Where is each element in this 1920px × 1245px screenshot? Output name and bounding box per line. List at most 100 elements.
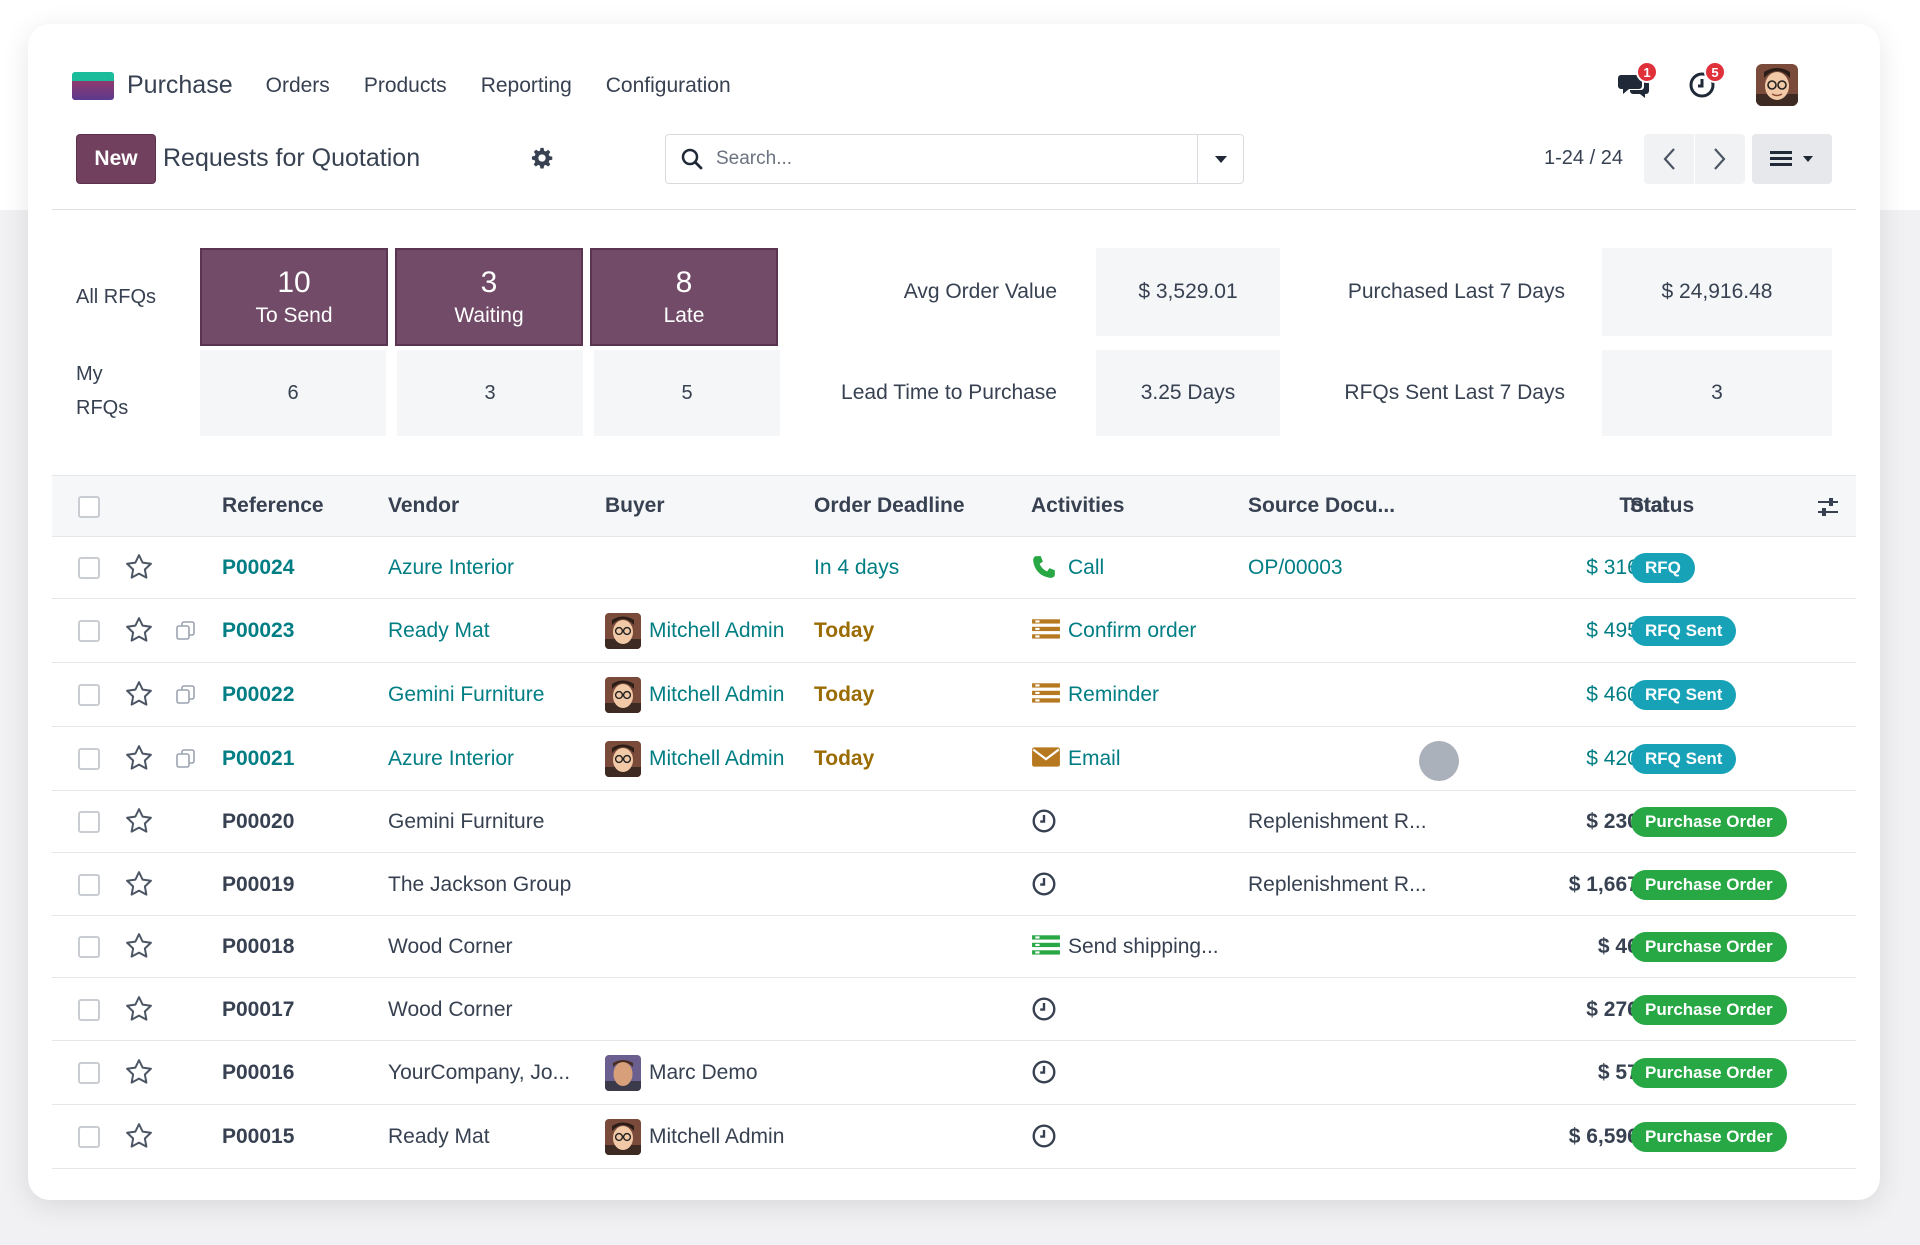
reference-cell[interactable]: P00016 xyxy=(222,1061,295,1084)
row-checkbox[interactable] xyxy=(78,811,100,833)
vendor-cell[interactable]: YourCompany, Jo... xyxy=(388,1061,571,1084)
star-icon[interactable] xyxy=(124,615,154,645)
pager-previous-button[interactable] xyxy=(1644,134,1694,184)
messages-button[interactable]: 1 xyxy=(1614,61,1658,105)
table-row[interactable]: P00024 Azure Interior In 4 days Call OP/0000… xyxy=(52,537,1856,599)
new-button[interactable]: New xyxy=(76,134,156,184)
table-row[interactable]: P00017 Wood Corner $ 276.00 Purchase Order xyxy=(52,978,1856,1041)
phone-icon[interactable] xyxy=(1031,554,1059,582)
row-checkbox[interactable] xyxy=(78,557,100,579)
activity-cell[interactable]: Confirm order xyxy=(1068,619,1197,642)
activity-cell[interactable]: Send shipping... xyxy=(1068,935,1219,958)
vendor-cell[interactable]: Gemini Furniture xyxy=(388,683,545,706)
source-cell[interactable]: Replenishment R... xyxy=(1248,810,1427,833)
column-buyer[interactable]: Buyer xyxy=(605,494,665,517)
column-total[interactable]: Total xyxy=(1619,494,1668,517)
activity-cell[interactable]: Email xyxy=(1068,747,1121,770)
column-order-deadline[interactable]: Order Deadline xyxy=(814,494,965,517)
alternatives-icon[interactable] xyxy=(174,747,198,771)
activity-cell[interactable]: Call xyxy=(1068,556,1105,579)
column-vendor[interactable]: Vendor xyxy=(388,494,460,517)
tile-to-send[interactable]: 10 To Send xyxy=(200,248,388,346)
vendor-cell[interactable]: Wood Corner xyxy=(388,935,513,958)
tasks-icon[interactable] xyxy=(1031,681,1060,709)
vendor-cell[interactable]: Gemini Furniture xyxy=(388,810,545,833)
reference-cell[interactable]: P00020 xyxy=(222,810,295,833)
table-row[interactable]: P00021 Azure Interior Mitchell Admin Today E… xyxy=(52,727,1856,791)
table-row[interactable]: P00019 The Jackson Group Replenishment R..… xyxy=(52,853,1856,916)
pager-next-button[interactable] xyxy=(1695,134,1745,184)
vendor-cell[interactable]: Azure Interior xyxy=(388,747,515,770)
buyer-cell[interactable]: Mitchell Admin xyxy=(649,1125,785,1148)
optional-columns-icon[interactable] xyxy=(1816,496,1840,518)
table-row[interactable]: P00022 Gemini Furniture Mitchell Admin Toda… xyxy=(52,663,1856,727)
row-checkbox[interactable] xyxy=(78,936,100,958)
reference-cell[interactable]: P00015 xyxy=(222,1125,295,1148)
activity-cell[interactable]: Reminder xyxy=(1068,683,1160,706)
star-icon[interactable] xyxy=(124,552,154,582)
clock-icon[interactable] xyxy=(1031,996,1059,1024)
vendor-cell[interactable]: Wood Corner xyxy=(388,998,513,1021)
app-name[interactable]: Purchase xyxy=(127,71,233,99)
reference-cell[interactable]: P00021 xyxy=(222,747,295,770)
alternatives-icon[interactable] xyxy=(174,619,198,643)
view-switcher-button[interactable] xyxy=(1752,134,1832,184)
star-icon[interactable] xyxy=(124,1057,154,1087)
menu-reporting[interactable]: Reporting xyxy=(480,73,572,97)
tile-late[interactable]: 8 Late xyxy=(590,248,778,346)
menu-products[interactable]: Products xyxy=(363,73,447,97)
table-row[interactable]: P00015 Ready Mat Mitchell Admin $ 6,596.40 P… xyxy=(52,1105,1856,1169)
alternatives-icon[interactable] xyxy=(174,683,198,707)
search-options-toggle[interactable] xyxy=(1197,135,1243,183)
source-cell[interactable]: Replenishment R... xyxy=(1248,873,1427,896)
tasks-icon[interactable] xyxy=(1031,933,1060,961)
user-avatar[interactable] xyxy=(1756,64,1798,106)
pager-value[interactable]: 1-24 / 24 xyxy=(1544,147,1623,169)
reference-cell[interactable]: P00024 xyxy=(222,556,295,579)
vendor-cell[interactable]: Ready Mat xyxy=(388,1125,490,1148)
row-checkbox[interactable] xyxy=(78,999,100,1021)
star-icon[interactable] xyxy=(124,743,154,773)
my-late[interactable]: 5 xyxy=(594,350,780,436)
envelope-icon[interactable] xyxy=(1031,745,1060,773)
my-waiting[interactable]: 3 xyxy=(397,350,583,436)
search-input[interactable] xyxy=(716,143,1176,175)
star-icon[interactable] xyxy=(124,931,154,961)
vendor-cell[interactable]: The Jackson Group xyxy=(388,873,572,896)
clock-icon[interactable] xyxy=(1031,1123,1059,1151)
vendor-cell[interactable]: Ready Mat xyxy=(388,619,490,642)
star-icon[interactable] xyxy=(124,869,154,899)
table-row[interactable]: P00020 Gemini Furniture Replenishment R...… xyxy=(52,791,1856,853)
buyer-cell[interactable]: Mitchell Admin xyxy=(649,683,785,706)
tasks-icon[interactable] xyxy=(1031,617,1060,645)
reference-cell[interactable]: P00023 xyxy=(222,619,295,642)
column-source-document[interactable]: Source Docu... xyxy=(1248,494,1396,517)
column-reference[interactable]: Reference xyxy=(222,494,324,517)
my-to-send[interactable]: 6 xyxy=(200,350,386,436)
menu-configuration[interactable]: Configuration xyxy=(605,73,731,97)
column-activities[interactable]: Activities xyxy=(1031,494,1125,517)
source-cell[interactable]: OP/00003 xyxy=(1248,556,1343,579)
buyer-cell[interactable]: Marc Demo xyxy=(649,1061,758,1084)
menu-orders[interactable]: Orders xyxy=(265,73,330,97)
star-icon[interactable] xyxy=(124,1121,154,1151)
star-icon[interactable] xyxy=(124,806,154,836)
column-status[interactable]: Status xyxy=(1630,494,1695,517)
activities-button[interactable]: 5 xyxy=(1682,61,1726,105)
star-icon[interactable] xyxy=(124,994,154,1024)
row-checkbox[interactable] xyxy=(78,1062,100,1084)
tile-waiting[interactable]: 3 Waiting xyxy=(395,248,583,346)
reference-cell[interactable]: P00022 xyxy=(222,683,295,706)
row-checkbox[interactable] xyxy=(78,684,100,706)
row-checkbox[interactable] xyxy=(78,620,100,642)
row-checkbox[interactable] xyxy=(78,748,100,770)
reference-cell[interactable]: P00017 xyxy=(222,998,295,1021)
clock-icon[interactable] xyxy=(1031,871,1059,899)
row-checkbox[interactable] xyxy=(78,1126,100,1148)
clock-icon[interactable] xyxy=(1031,808,1059,836)
buyer-cell[interactable]: Mitchell Admin xyxy=(649,619,785,642)
reference-cell[interactable]: P00019 xyxy=(222,873,295,896)
table-row[interactable]: P00023 Ready Mat Mitchell Admin Today Confir… xyxy=(52,599,1856,663)
